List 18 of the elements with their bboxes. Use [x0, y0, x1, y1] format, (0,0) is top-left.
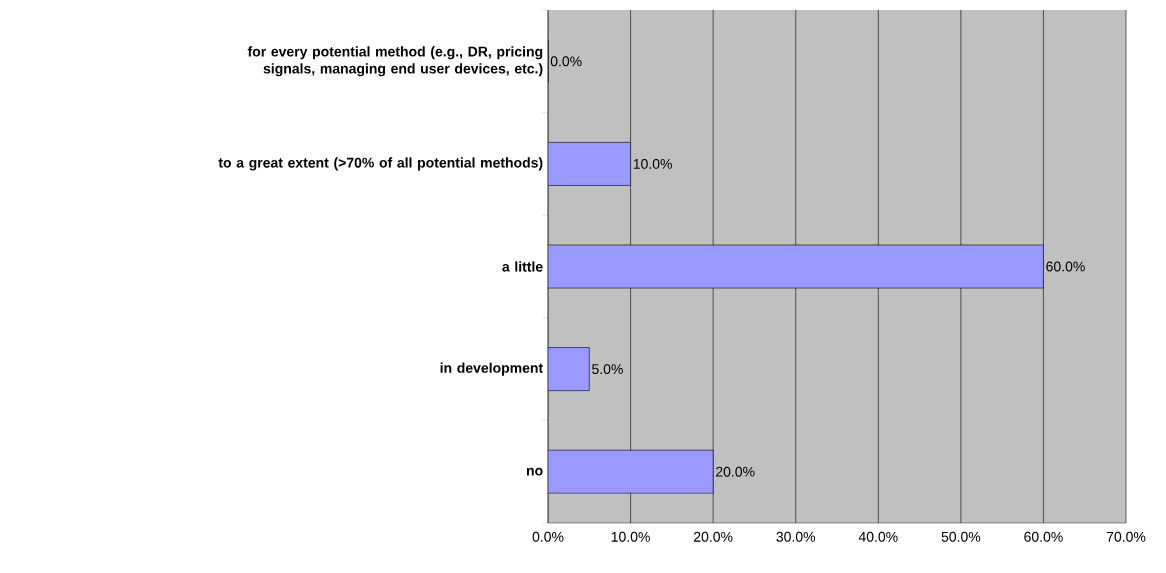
x-tick-label: 40.0%	[858, 531, 898, 542]
x-tick-label: 10.0%	[611, 531, 650, 542]
data-label: 60.0%	[1046, 261, 1085, 272]
x-tick-label: 70.0%	[1106, 531, 1146, 542]
x-tick-label: 20.0%	[694, 531, 733, 542]
y-tick-label: to a great extent (>70% of all potential methods)	[218, 157, 543, 171]
y-tick-label: no	[526, 467, 543, 476]
y-tick-label: a little	[502, 261, 543, 272]
data-label: 0.0%	[550, 56, 582, 67]
x-tick-label: 0.0%	[532, 531, 564, 542]
y-tick-label: for every potential method (e.g., DR, pricing signals, managing end user devices, etc.)	[247, 46, 543, 77]
data-label: 5.0%	[592, 364, 623, 375]
x-tick-label: 60.0%	[1024, 531, 1063, 542]
x-tick-label: 30.0%	[776, 531, 816, 542]
data-label: 10.0%	[633, 158, 672, 169]
x-tick-label: 50.0%	[941, 531, 981, 542]
y-tick-label: in development	[440, 362, 543, 376]
data-label: 20.0%	[716, 466, 755, 477]
